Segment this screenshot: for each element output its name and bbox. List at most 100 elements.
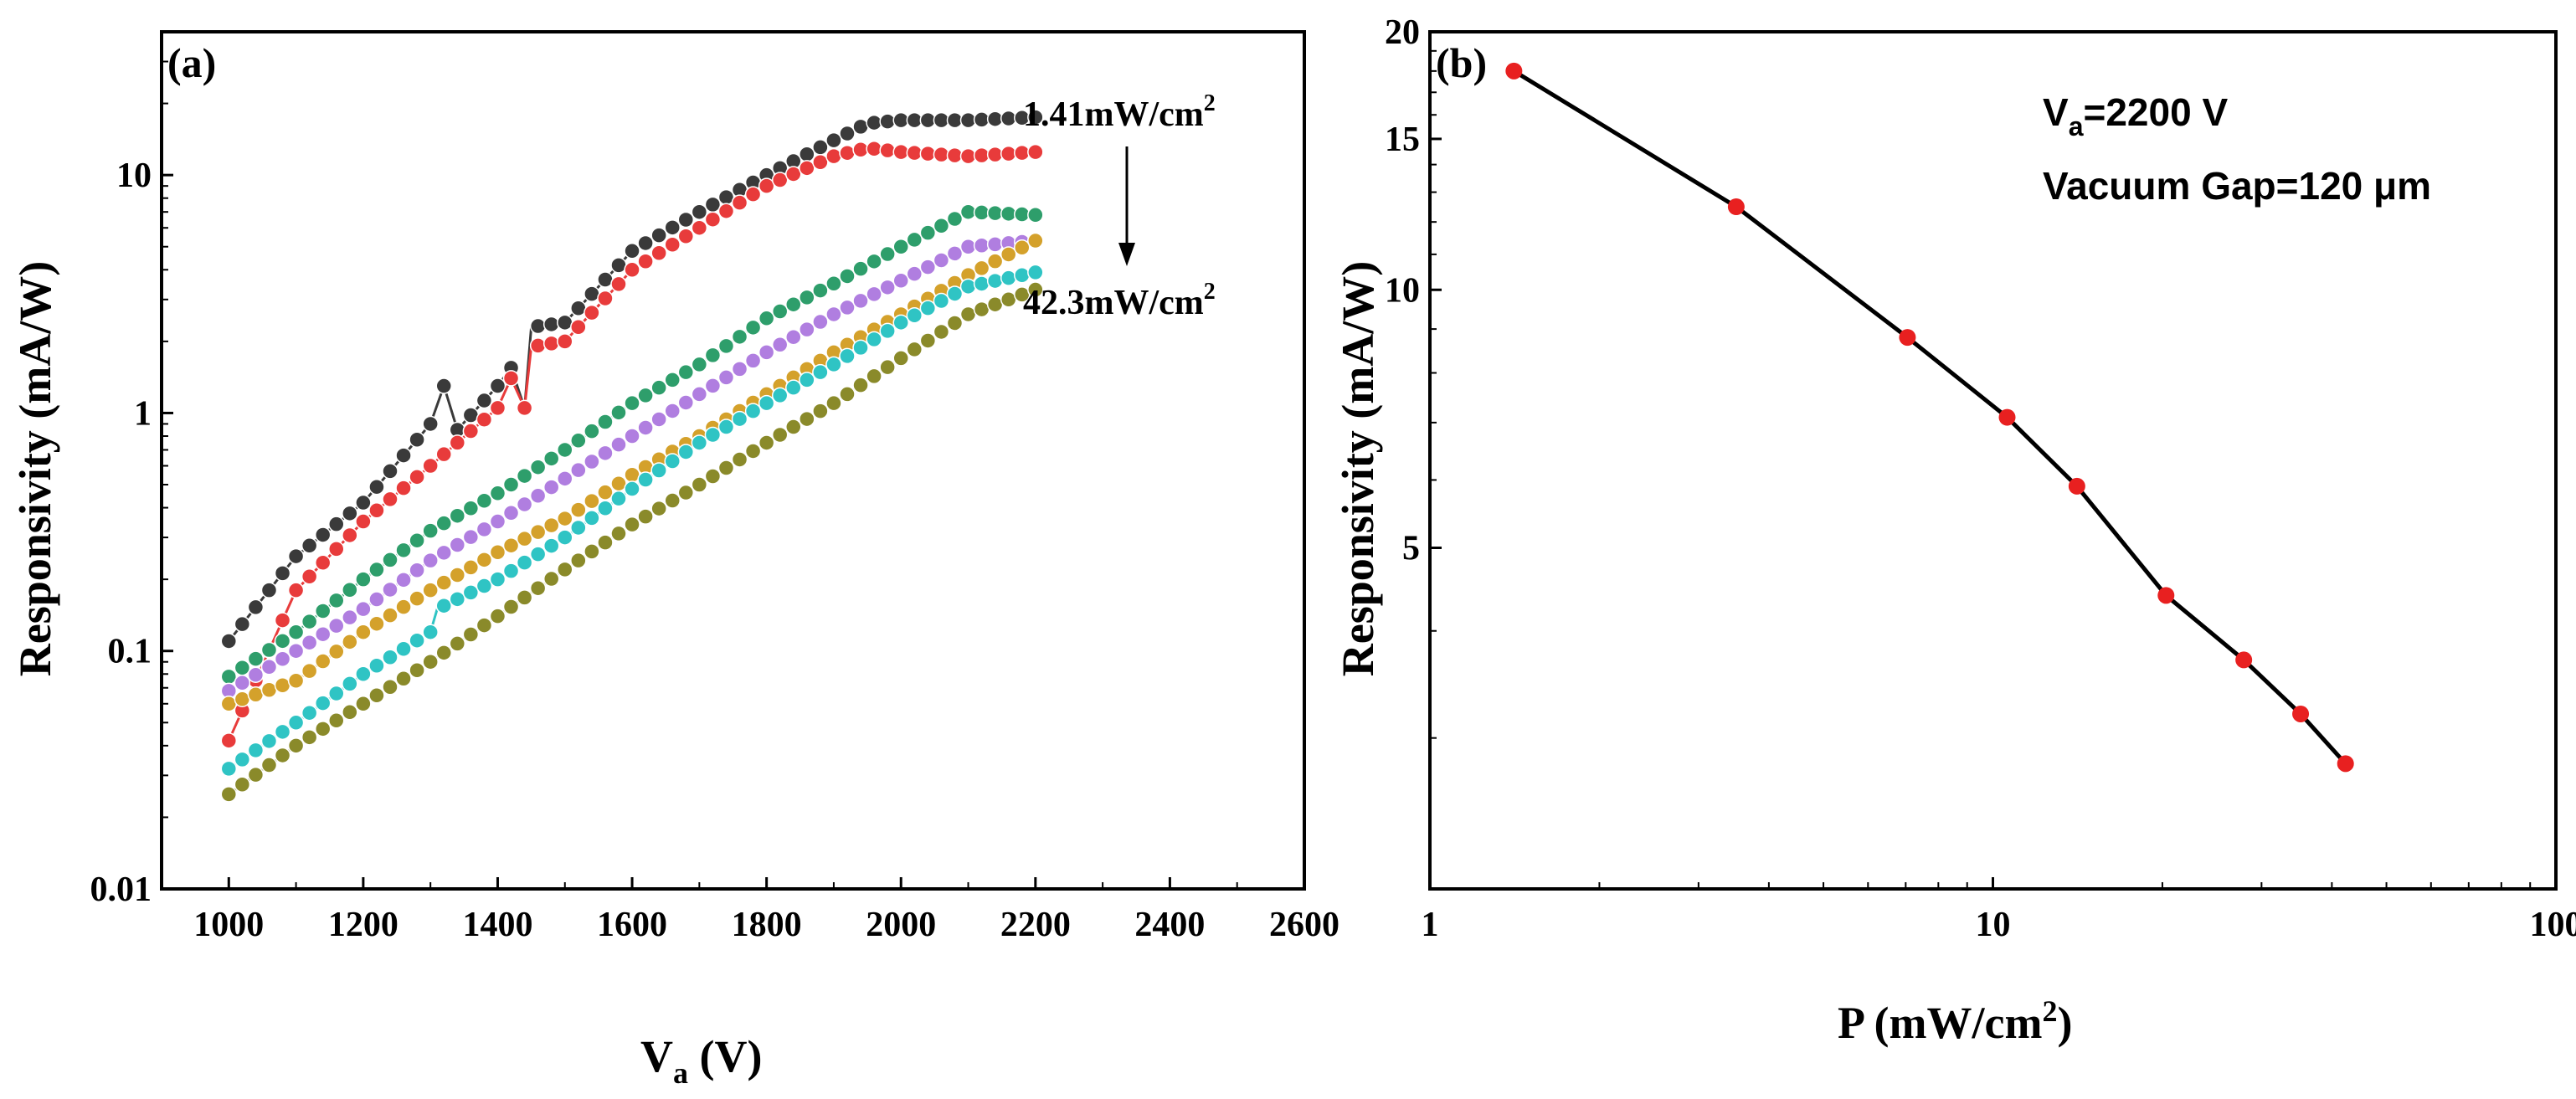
series-point-0 [1000,110,1017,127]
series-point-3 [260,659,278,675]
series-point-2 [584,423,600,439]
series-point-6 [476,617,493,634]
x-tick-label-a: 2400 [1134,906,1205,944]
series-point-6 [1000,291,1017,308]
series-point-2 [409,532,425,549]
series-point-2 [435,515,452,532]
series-point-1 [664,236,681,253]
series-point-5 [758,394,775,412]
series-point-5 [892,314,909,331]
series-point-5 [220,760,238,778]
series-point-0 [247,598,265,616]
series-point-0 [919,111,937,129]
panel-label-a: (a) [167,39,216,86]
series-point-3 [542,479,560,496]
series-point-0 [342,505,358,522]
series-point-1 [731,194,748,211]
series-point-2 [301,613,318,630]
series-point-3 [839,299,856,316]
series-point-5 [287,714,305,732]
annotation-arrow-head [1118,243,1135,266]
series-point-6 [624,516,640,533]
series-point-0 [409,431,425,449]
series-point-6 [744,443,762,460]
series-point-1 [691,219,708,236]
series-point-2 [368,561,385,578]
series-point-1 [570,318,587,336]
y-tick-label-a: 1 [134,394,152,433]
data-point [2157,587,2175,604]
data-point [1505,62,1523,80]
series-point-3 [785,328,802,346]
x-tick-label-a: 2600 [1269,906,1339,944]
series-point-1 [1014,144,1031,162]
series-point-3 [825,306,842,323]
x-tick-label-b: 1 [1422,906,1439,944]
series-point-3 [892,272,909,290]
series-point-3 [812,313,829,331]
series-point-2 [449,507,466,524]
data-point [1899,329,1916,347]
series-point-4 [502,537,520,554]
series-point-6 [489,608,506,624]
series-point-0 [664,219,681,236]
series-point-1 [395,480,412,496]
series-point-3 [973,237,990,254]
series-point-3 [933,252,950,269]
series-point-0 [839,125,856,142]
series-point-6 [677,484,695,501]
series-point-6 [785,419,802,435]
series-point-1 [906,144,923,162]
series-point-2 [664,372,681,388]
series-point-5 [247,742,265,759]
series-point-5 [342,675,358,692]
series-point-2 [516,467,533,485]
series-point-1 [866,140,882,157]
series-point-2 [946,210,964,228]
series-point-1 [409,469,425,485]
series-point-0 [584,285,600,302]
series-point-0 [717,188,735,206]
series-point-0 [986,110,1004,127]
series-point-3 [328,617,345,634]
x-tick-label-a: 1400 [462,906,532,944]
series-point-3 [919,259,937,275]
series-point-0 [529,317,547,335]
series-point-5 [1000,270,1017,286]
series-point-0 [597,271,614,288]
series-point-4 [274,676,291,694]
series-point-2 [260,641,278,659]
series-point-1 [785,166,802,182]
series-point-0 [220,633,238,650]
series-point-5 [301,704,318,722]
series-point-2 [247,650,265,667]
series-point-2 [529,459,547,475]
series-point-0 [866,114,882,131]
series-point-5 [502,562,520,579]
series-point-4 [597,484,614,501]
series-point-1 [368,501,385,519]
series-point-6 [973,300,990,318]
series-point-5 [1027,264,1044,281]
series-point-3 [570,461,587,479]
series-point-5 [852,339,869,357]
series-point-2 [557,441,573,459]
series-point-4 [435,574,452,591]
series-point-3 [422,552,439,569]
series-point-2 [476,492,493,510]
series-point-2 [1000,205,1017,223]
series-point-3 [986,236,1004,253]
series-point-2 [758,310,775,327]
series-point-6 [637,508,654,525]
series-point-1 [771,172,789,188]
series-point-1 [624,261,640,279]
series-point-6 [260,757,278,773]
series-point-5 [584,510,600,526]
series-point-4 [570,501,587,518]
series-point-3 [637,419,654,436]
x-tick-label-b: 10 [1976,906,2011,944]
series-point-0 [462,407,480,424]
y-tick-label-a: 0.1 [108,633,152,671]
series-point-5 [422,624,439,640]
series-point-2 [731,328,748,346]
